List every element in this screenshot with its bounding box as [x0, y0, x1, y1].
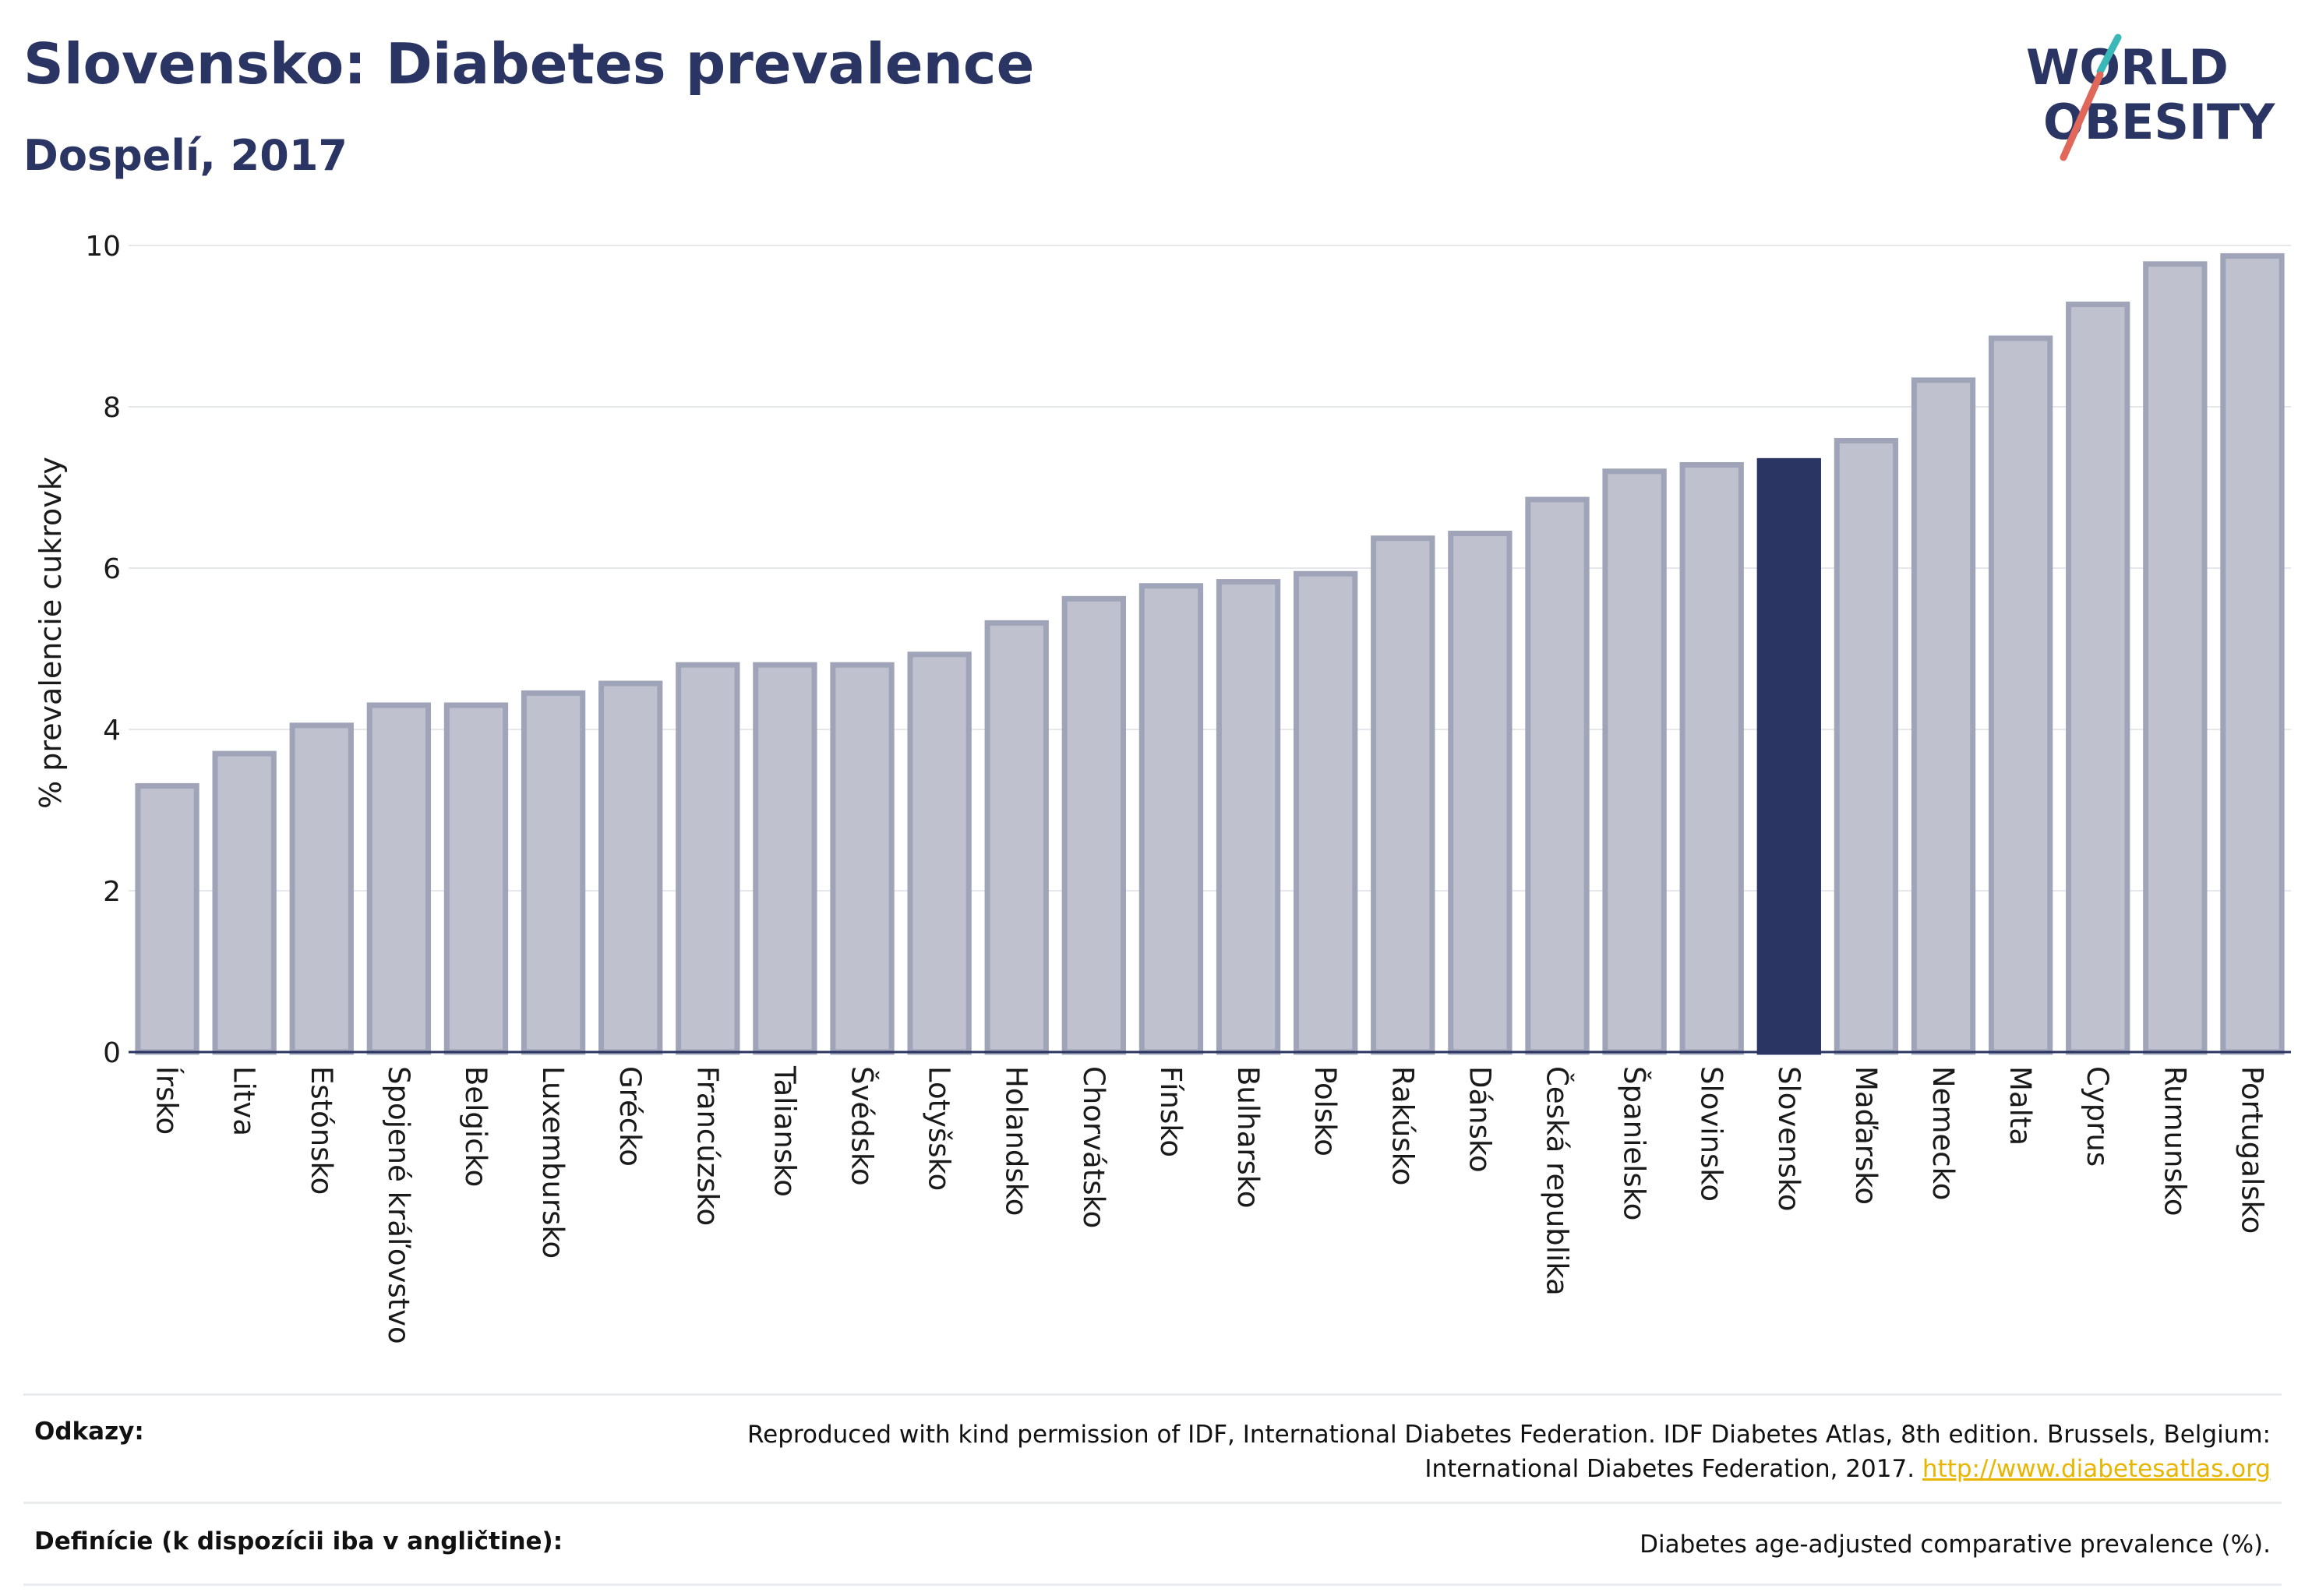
- x-tick-label: Grécko: [613, 1066, 647, 1167]
- x-tick-label: Rumunsko: [2158, 1066, 2191, 1216]
- x-tick-label: Portugalsko: [2235, 1066, 2268, 1234]
- x-tick-label: Fínsko: [1154, 1066, 1188, 1157]
- references-row: Odkazy: Reproduced with kind permission …: [23, 1393, 2282, 1502]
- bar-19: [1602, 468, 1667, 1055]
- bar-27: [2220, 252, 2285, 1055]
- y-tick-label: 4: [103, 715, 121, 747]
- definitions-label: Definície (k dispozícii iba v angličtine…: [34, 1527, 563, 1555]
- x-tick-label: Chorvátsko: [1077, 1066, 1110, 1228]
- references-text-line-2: International Diabetes Federation, 2017.…: [747, 1452, 2271, 1486]
- y-tick-label: 6: [103, 553, 121, 585]
- x-tick-label: Írsko: [150, 1066, 185, 1135]
- bar-8: [753, 662, 817, 1055]
- references-text: Reproduced with kind permission of IDF, …: [747, 1418, 2271, 1486]
- y-tick-label: 8: [103, 392, 121, 424]
- references-label: Odkazy:: [34, 1418, 144, 1446]
- bar-24: [1988, 335, 2053, 1055]
- bar-12: [1061, 595, 1127, 1055]
- x-tick-label: Estónsko: [305, 1066, 338, 1195]
- x-tick-label: Luxembursko: [536, 1066, 570, 1259]
- bar-0: [135, 782, 199, 1055]
- logo-slash-coral: [2060, 71, 2104, 161]
- bar-7: [676, 662, 740, 1055]
- x-tick-label: Slovensko: [1772, 1066, 1806, 1212]
- world-obesity-logo: WORLD OBESITY: [2026, 34, 2275, 161]
- x-tick-label: Spojené kráľovstvo: [382, 1066, 415, 1344]
- bar-18: [1525, 496, 1590, 1055]
- bar-10: [907, 651, 972, 1055]
- definitions-text: Diabetes age-adjusted comparative preval…: [1640, 1531, 2271, 1559]
- y-tick-label: 2: [103, 876, 121, 908]
- bar-23: [1911, 377, 1976, 1055]
- x-tick-label: Francúzsko: [690, 1066, 724, 1226]
- bar-9: [830, 662, 895, 1055]
- x-tick-label: Belgicko: [459, 1066, 492, 1187]
- bar-16: [1371, 535, 1435, 1055]
- bar-chart: 0 2 4 6 8 10 Írsko Litva Estónsko Spojené kráľovs…: [34, 231, 2291, 1344]
- x-tick-label: Slovinsko: [1695, 1066, 1728, 1202]
- y-tick-label: 10: [85, 231, 121, 263]
- bar-17: [1448, 530, 1513, 1055]
- chart-title: Slovensko: Diabetes prevalence: [23, 31, 1035, 97]
- axes: 0 2 4 6 8 10 Írsko Litva Estónsko Spojené kráľovs…: [85, 231, 2291, 1344]
- bar-22: [1834, 437, 1899, 1055]
- bar-4: [443, 702, 509, 1055]
- x-tick-label: Holandsko: [1000, 1066, 1033, 1216]
- bar-2: [289, 722, 354, 1055]
- bar-1: [212, 750, 277, 1055]
- bar-14: [1216, 579, 1281, 1055]
- bar-5: [521, 690, 586, 1055]
- bar-3: [366, 702, 432, 1055]
- x-tick-label: Rakúsko: [1385, 1066, 1419, 1185]
- bar-13: [1138, 583, 1204, 1055]
- logo-line-1: WORLD: [2026, 39, 2229, 96]
- x-tick-label: Maďarsko: [1849, 1066, 1883, 1205]
- x-tick-label: Nemecko: [1926, 1066, 1960, 1200]
- x-tick-label: Česká republika: [1540, 1066, 1574, 1296]
- bar-25: [2066, 302, 2130, 1055]
- references-text-line-1: Reproduced with kind permission of IDF, …: [747, 1421, 2271, 1449]
- x-tick-label: Polsko: [1308, 1066, 1342, 1156]
- x-tick-label: Dánsko: [1463, 1066, 1496, 1173]
- footer: Odkazy: Reproduced with kind permission …: [23, 1393, 2282, 1586]
- logo-slash-teal: [2096, 34, 2122, 76]
- x-tick-label: Taliansko: [768, 1065, 801, 1197]
- references-text-line-2-body: International Diabetes Federation, 2017.: [1424, 1455, 1915, 1483]
- x-tick-label: Bulharsko: [1231, 1066, 1265, 1208]
- bar-6: [598, 680, 663, 1055]
- x-tick-label: Malta: [2003, 1066, 2037, 1146]
- x-tick-label: Španielsko: [1618, 1066, 1652, 1220]
- bar-20: [1679, 462, 1744, 1055]
- bar-15: [1294, 570, 1358, 1055]
- y-axis-label: % prevalencie cukrovky: [34, 457, 68, 809]
- chart-subtitle: Dospelí, 2017: [23, 131, 348, 180]
- definitions-row: Definície (k dispozícii iba v angličtine…: [23, 1502, 2282, 1586]
- diabetes-atlas-link[interactable]: http://www.diabetesatlas.org: [1922, 1455, 2271, 1483]
- bar-26: [2143, 261, 2208, 1055]
- bars: [135, 252, 2285, 1055]
- x-tick-label: Cyprus: [2081, 1066, 2114, 1167]
- bar-11: [984, 620, 1049, 1055]
- bar-21: [1756, 457, 1821, 1055]
- x-tick-label: Švédsko: [845, 1066, 880, 1186]
- x-tick-label: Litva: [228, 1066, 261, 1136]
- y-tick-label: 0: [103, 1037, 121, 1069]
- x-tick-label: Lotyšsko: [923, 1066, 956, 1191]
